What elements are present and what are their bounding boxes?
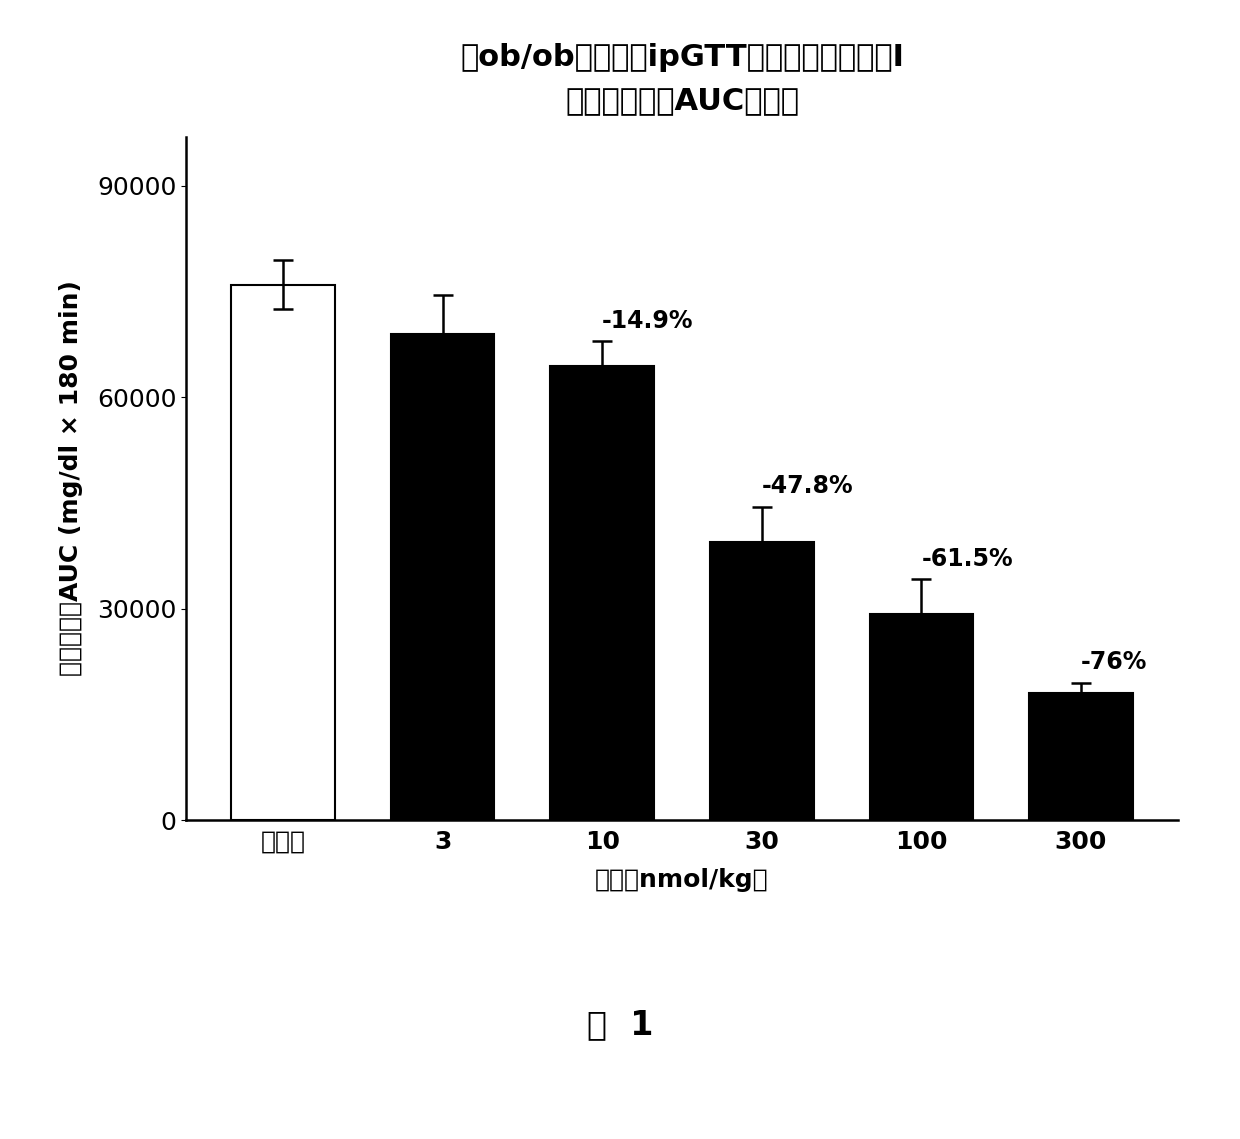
Text: -47.8%: -47.8% — [761, 474, 853, 498]
X-axis label: 剂量（nmol/kg）: 剂量（nmol/kg） — [595, 868, 769, 892]
Bar — [711, 542, 813, 820]
Y-axis label: 血浆葡萄糖AUC (mg/dl × 180 min): 血浆葡萄糖AUC (mg/dl × 180 min) — [58, 280, 83, 677]
Bar — [1029, 694, 1133, 820]
Bar — [231, 285, 335, 820]
Bar — [391, 334, 495, 820]
Text: -14.9%: -14.9% — [603, 309, 693, 333]
Text: -61.5%: -61.5% — [921, 547, 1013, 571]
Bar — [869, 614, 973, 820]
Text: 图  1: 图 1 — [587, 1009, 653, 1041]
Bar — [551, 366, 653, 820]
Title: 在ob/ob小鼠中的ipGTT中皮下注射化合物I
对血浆葡萄糖AUC的影响: 在ob/ob小鼠中的ipGTT中皮下注射化合物I 对血浆葡萄糖AUC的影响 — [460, 43, 904, 115]
Text: -76%: -76% — [1081, 650, 1147, 674]
